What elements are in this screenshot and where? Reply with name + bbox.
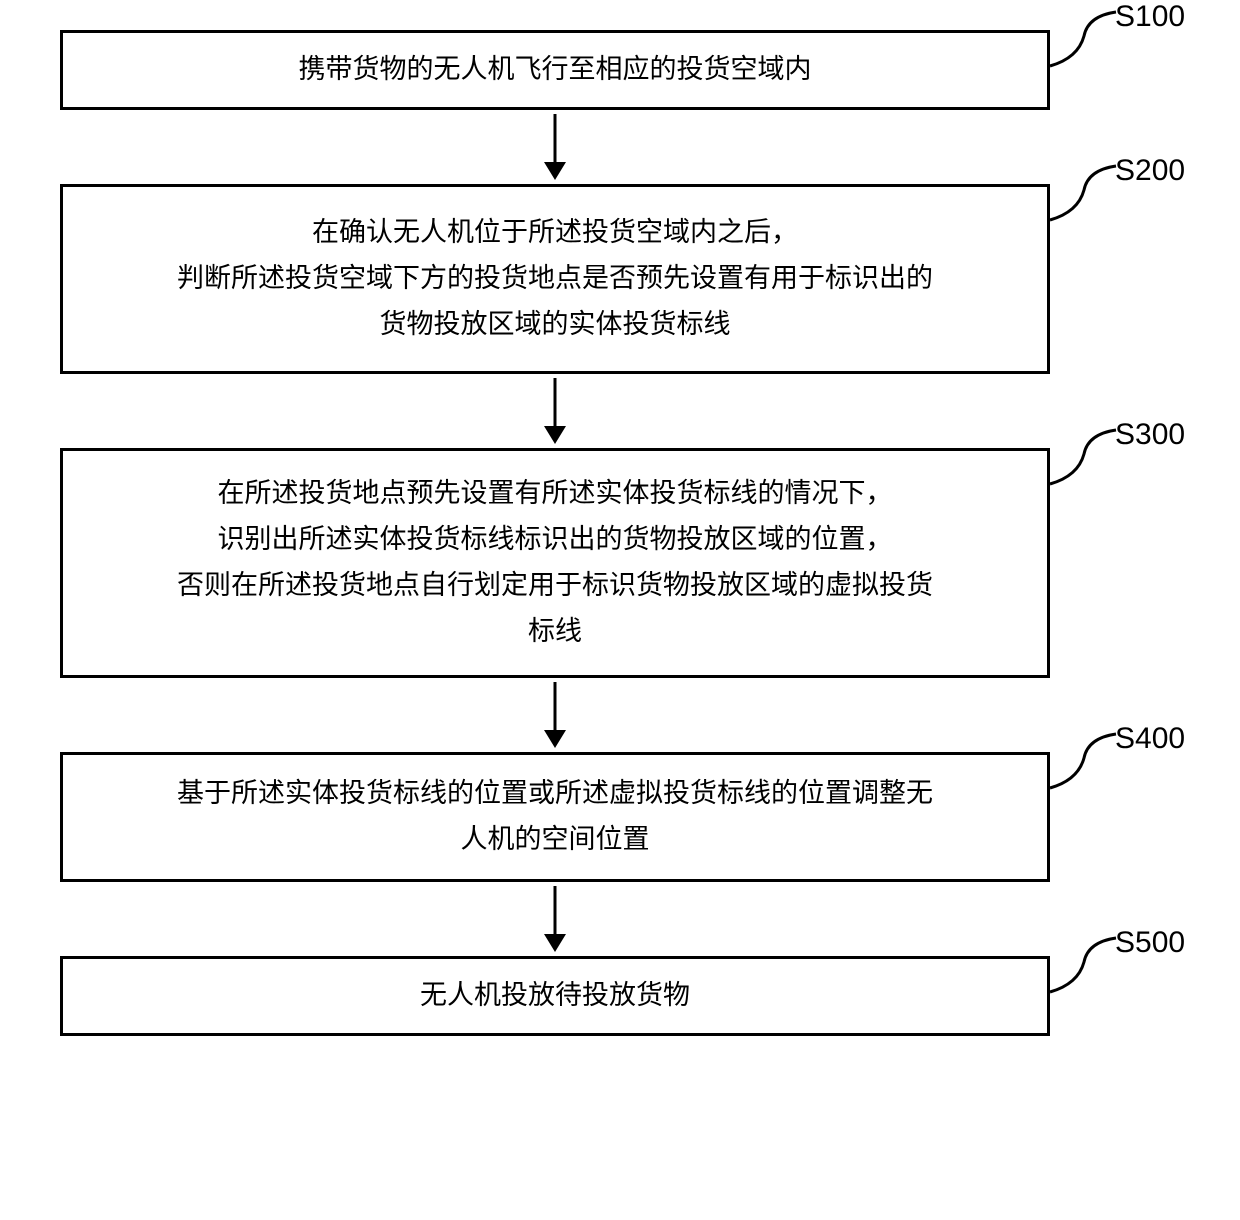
step-box-s500: 无人机投放待投放货物 bbox=[60, 956, 1050, 1036]
step-text-s200: 在确认无人机位于所述投货空域内之后， 判断所述投货空域下方的投货地点是否预先设置… bbox=[177, 210, 933, 348]
step-label-s100: S100 bbox=[1115, 0, 1185, 34]
step-text-s100: 携带货物的无人机飞行至相应的投货空域内 bbox=[299, 47, 812, 93]
step-row-s400: 基于所述实体投货标线的位置或所述虚拟投货标线的位置调整无 人机的空间位置 S40… bbox=[60, 752, 1180, 882]
step-text-s400: 基于所述实体投货标线的位置或所述虚拟投货标线的位置调整无 人机的空间位置 bbox=[177, 771, 933, 863]
step-box-s200: 在确认无人机位于所述投货空域内之后， 判断所述投货空域下方的投货地点是否预先设置… bbox=[60, 184, 1050, 374]
step-box-s300: 在所述投货地点预先设置有所述实体投货标线的情况下， 识别出所述实体投货标线标识出… bbox=[60, 448, 1050, 678]
step-label-s400: S400 bbox=[1115, 722, 1185, 756]
arrow-s400-s500 bbox=[60, 886, 1050, 952]
arrow-s200-s300 bbox=[60, 378, 1050, 444]
step-box-s100: 携带货物的无人机飞行至相应的投货空域内 bbox=[60, 30, 1050, 110]
step-label-s500: S500 bbox=[1115, 926, 1185, 960]
label-curve-s100 bbox=[1048, 8, 1118, 68]
arrow-s100-s200 bbox=[60, 114, 1050, 180]
step-row-s100: 携带货物的无人机飞行至相应的投货空域内 S100 bbox=[60, 30, 1180, 110]
step-text-s500: 无人机投放待投放货物 bbox=[420, 973, 690, 1019]
label-curve-s300 bbox=[1048, 426, 1118, 486]
arrow-s300-s400 bbox=[60, 682, 1050, 748]
step-text-s300: 在所述投货地点预先设置有所述实体投货标线的情况下， 识别出所述实体投货标线标识出… bbox=[177, 471, 933, 655]
label-curve-s400 bbox=[1048, 730, 1118, 790]
label-curve-s200 bbox=[1048, 162, 1118, 222]
step-box-s400: 基于所述实体投货标线的位置或所述虚拟投货标线的位置调整无 人机的空间位置 bbox=[60, 752, 1050, 882]
step-row-s200: 在确认无人机位于所述投货空域内之后， 判断所述投货空域下方的投货地点是否预先设置… bbox=[60, 184, 1180, 374]
step-row-s300: 在所述投货地点预先设置有所述实体投货标线的情况下， 识别出所述实体投货标线标识出… bbox=[60, 448, 1180, 678]
step-label-s300: S300 bbox=[1115, 418, 1185, 452]
flowchart-container: 携带货物的无人机飞行至相应的投货空域内 S100 在确认无人机位于所述投货空域内… bbox=[60, 30, 1180, 1036]
label-curve-s500 bbox=[1048, 934, 1118, 994]
step-label-s200: S200 bbox=[1115, 154, 1185, 188]
step-row-s500: 无人机投放待投放货物 S500 bbox=[60, 956, 1180, 1036]
